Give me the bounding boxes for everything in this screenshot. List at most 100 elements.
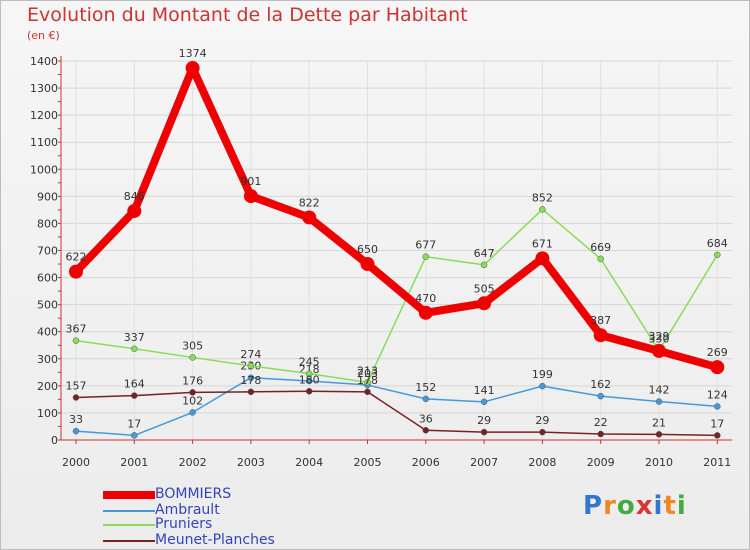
data-label-meunet-planches: 36 <box>419 412 433 425</box>
logo-letter: r <box>603 491 617 521</box>
data-label-pruniers: 669 <box>590 241 611 254</box>
data-label-bommiers: 1374 <box>179 47 207 60</box>
data-point-bommiers <box>69 264 83 279</box>
data-point-meunet-planches <box>597 430 604 438</box>
data-label-pruniers: 213 <box>357 364 378 377</box>
chart-title: Evolution du Montant de la Dette par Hab… <box>27 4 468 26</box>
logo-letter: x <box>635 491 654 521</box>
data-label-ambrault: 199 <box>532 368 553 381</box>
x-tick-label: 2006 <box>412 456 440 469</box>
y-tick-label: 400 <box>37 326 58 339</box>
data-point-ambrault <box>305 377 313 385</box>
data-point-bommiers <box>535 251 550 266</box>
y-tick-label: 100 <box>37 407 58 420</box>
data-label-bommiers: 622 <box>66 251 87 264</box>
x-tick-label: 2001 <box>120 456 148 469</box>
data-point-meunet-planches <box>714 432 721 439</box>
series-line-pruniers <box>75 208 719 384</box>
data-label-meunet-planches: 21 <box>652 416 666 429</box>
legend-swatch-bommiers <box>103 491 155 499</box>
legend-swatch-pruniers <box>103 524 155 526</box>
x-tick-label: 2000 <box>62 456 90 469</box>
data-label-bommiers: 387 <box>590 314 611 327</box>
y-tick-label: 700 <box>37 245 58 258</box>
data-point-bommiers <box>652 343 666 358</box>
data-point-bommiers <box>302 210 317 225</box>
data-point-ambrault <box>480 398 488 406</box>
data-label-meunet-planches: 22 <box>594 416 608 429</box>
x-tick-label: 2008 <box>528 456 556 469</box>
data-label-bommiers: 901 <box>240 175 261 188</box>
legend-swatch-ambrault <box>103 510 155 512</box>
data-point-pruniers <box>480 261 488 269</box>
data-label-pruniers: 367 <box>66 323 87 336</box>
data-point-meunet-planches <box>422 427 430 434</box>
data-label-meunet-planches: 176 <box>182 374 203 387</box>
data-label-meunet-planches: 178 <box>357 374 378 387</box>
y-tick-label: 200 <box>37 380 58 393</box>
data-point-meunet-planches <box>131 392 138 399</box>
data-label-bommiers: 671 <box>532 237 553 250</box>
legend-label-pruniers: Pruniers <box>155 516 213 532</box>
data-label-ambrault: 152 <box>415 381 436 394</box>
data-label-bommiers: 505 <box>474 282 495 295</box>
logo-letter: i <box>653 491 664 521</box>
data-point-ambrault <box>422 395 430 403</box>
data-point-meunet-planches <box>364 388 371 396</box>
data-label-bommiers: 329 <box>649 330 670 343</box>
data-label-pruniers: 274 <box>240 348 261 361</box>
series-line-meunet-planches <box>75 390 719 437</box>
x-tick-label: 2002 <box>179 456 207 469</box>
y-tick-label: 1200 <box>30 109 58 122</box>
y-tick-label: 600 <box>37 272 58 285</box>
chart-subtitle: (en €) <box>27 29 60 42</box>
data-point-meunet-planches <box>480 428 488 436</box>
data-point-ambrault <box>597 392 604 400</box>
data-point-ambrault <box>189 409 196 416</box>
proxiti-logo: Proxiti <box>583 491 687 521</box>
data-point-ambrault <box>247 374 255 381</box>
data-label-bommiers: 269 <box>707 346 728 359</box>
data-point-meunet-planches <box>247 388 255 396</box>
data-point-pruniers <box>364 379 371 386</box>
data-point-ambrault <box>655 398 663 405</box>
data-label-meunet-planches: 157 <box>66 379 87 392</box>
data-label-pruniers: 337 <box>124 331 145 344</box>
data-label-meunet-planches: 29 <box>535 414 549 427</box>
y-tick-label: 300 <box>37 353 58 366</box>
legend-swatch-meunet-planches <box>103 540 155 542</box>
data-point-pruniers <box>422 253 430 260</box>
data-label-meunet-planches: 164 <box>124 378 145 391</box>
y-tick-label: 0 <box>51 434 58 447</box>
data-label-meunet-planches: 29 <box>477 414 491 427</box>
y-tick-label: 1100 <box>30 136 58 149</box>
data-point-bommiers <box>593 328 608 343</box>
y-tick-label: 1400 <box>30 55 58 68</box>
data-point-meunet-planches <box>305 388 313 395</box>
data-point-pruniers <box>539 206 546 213</box>
data-point-ambrault <box>714 403 721 410</box>
data-point-meunet-planches <box>539 428 546 436</box>
data-label-bommiers: 650 <box>357 243 378 256</box>
data-point-pruniers <box>597 255 604 263</box>
data-point-bommiers <box>243 189 258 204</box>
data-point-meunet-planches <box>655 431 663 438</box>
data-label-ambrault: 162 <box>590 378 611 391</box>
legend-label-ambrault: Ambrault <box>155 502 220 518</box>
data-label-pruniers: 245 <box>299 356 320 369</box>
x-tick-label: 2004 <box>295 456 323 469</box>
data-point-pruniers <box>247 362 255 370</box>
data-point-pruniers <box>714 251 721 259</box>
y-tick-label: 1300 <box>30 82 58 95</box>
data-label-ambrault: 141 <box>474 384 495 397</box>
data-label-bommiers: 470 <box>415 292 436 305</box>
data-label-ambrault: 124 <box>707 388 728 401</box>
data-point-meunet-planches <box>72 394 80 401</box>
data-label-ambrault: 102 <box>182 394 203 407</box>
x-tick-label: 2011 <box>703 456 731 469</box>
data-point-bommiers <box>360 257 375 272</box>
data-label-pruniers: 677 <box>415 239 436 252</box>
data-point-bommiers <box>418 305 433 320</box>
